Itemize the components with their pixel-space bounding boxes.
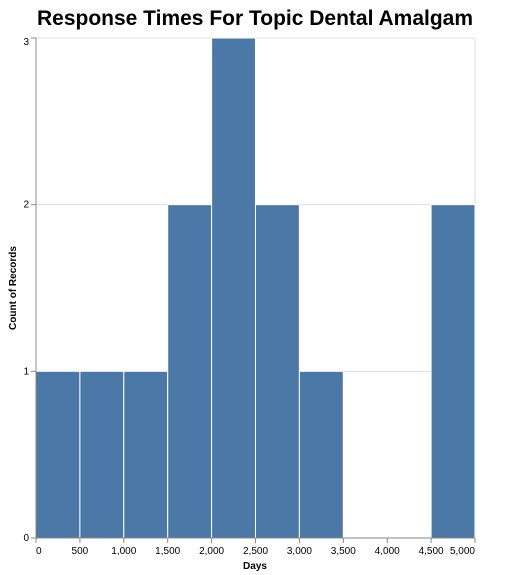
x-tick-label: 4,500 bbox=[419, 546, 444, 557]
y-tick-label: 0 bbox=[23, 533, 29, 544]
histogram-bar bbox=[79, 370, 125, 539]
y-tick-label: 3 bbox=[23, 37, 29, 48]
x-tick-label: 0 bbox=[36, 546, 42, 557]
y-axis-title: Count of Records bbox=[8, 246, 19, 330]
x-tick-label: 4,000 bbox=[375, 546, 400, 557]
x-tick-label: 3,500 bbox=[331, 546, 356, 557]
histogram-bar bbox=[298, 370, 344, 539]
x-tick-label: 1,000 bbox=[111, 546, 136, 557]
x-tick-label: 2,000 bbox=[199, 546, 224, 557]
histogram-bar bbox=[430, 204, 476, 539]
x-axis-title: Days bbox=[243, 561, 267, 572]
y-tick-label: 2 bbox=[23, 200, 29, 211]
axes-layer: 0 500 1,000 1,500 2,000 2,500 3,000 3,500 4,000 4… bbox=[23, 37, 476, 557]
histogram-bar bbox=[123, 370, 169, 539]
histogram-bar bbox=[167, 204, 213, 539]
histogram-bar bbox=[35, 370, 81, 539]
histogram-bar bbox=[211, 37, 257, 539]
histogram-bar bbox=[255, 204, 300, 539]
chart-title: Response Times For Topic Dental Amalgam bbox=[37, 7, 473, 30]
x-tick-label: 5,000 bbox=[450, 546, 475, 557]
x-tick-label: 2,500 bbox=[243, 546, 268, 557]
x-tick-label: 500 bbox=[72, 546, 89, 557]
bars-layer bbox=[35, 37, 476, 539]
x-tick-label: 1,500 bbox=[155, 546, 180, 557]
x-tick-label: 3,000 bbox=[287, 546, 312, 557]
y-tick-label: 1 bbox=[23, 366, 29, 377]
